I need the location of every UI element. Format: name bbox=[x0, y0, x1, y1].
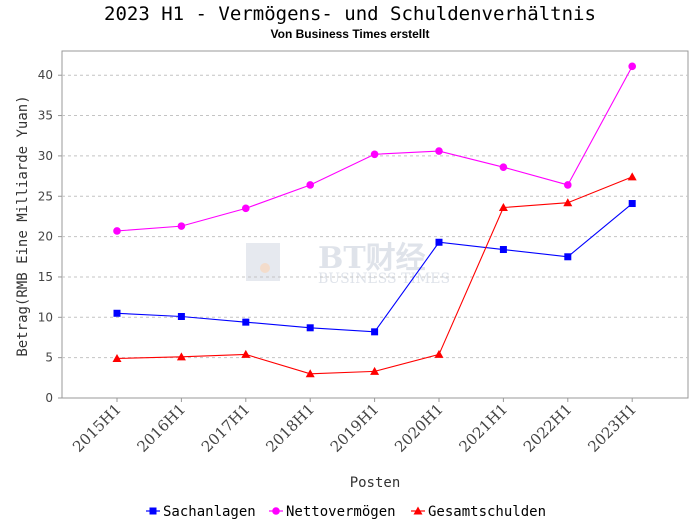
data-point-circle bbox=[113, 227, 121, 235]
data-point-triangle bbox=[498, 203, 508, 212]
x-axis-label: Posten bbox=[350, 475, 401, 491]
data-point-square bbox=[435, 238, 443, 246]
legend: Sachanlagen Nettovermögen Gesamtschulden bbox=[146, 504, 546, 520]
legend-label: Sachanlagen bbox=[163, 504, 256, 520]
watermark-logo-text: BT财经 bbox=[318, 241, 426, 276]
legend-item: Sachanlagen bbox=[146, 504, 256, 520]
y-axis-ticks: 0 5 10 15 20 25 30 35 40 bbox=[38, 68, 62, 405]
legend-item: Nettovermögen bbox=[269, 504, 396, 520]
legend-circle-icon bbox=[272, 507, 280, 515]
x-tick-label: 2019H1 bbox=[327, 400, 383, 456]
x-tick-label: 2023H1 bbox=[584, 400, 640, 456]
data-point-square bbox=[371, 328, 379, 336]
chart-subtitle: Von Business Times erstellt bbox=[271, 27, 430, 41]
data-point-square bbox=[499, 246, 507, 254]
data-point-triangle bbox=[370, 366, 380, 375]
data-point-square bbox=[564, 253, 572, 261]
y-tick-label: 10 bbox=[38, 310, 53, 324]
x-tick-label: 2018H1 bbox=[262, 400, 318, 456]
data-point-square bbox=[113, 309, 121, 317]
data-point-triangle bbox=[241, 349, 251, 358]
data-point-square bbox=[628, 200, 636, 208]
series-sachanlagen bbox=[113, 200, 636, 336]
data-point-circle bbox=[242, 204, 250, 213]
data-point-triangle bbox=[305, 369, 315, 378]
x-tick-label: 2022H1 bbox=[520, 400, 576, 456]
data-point-triangle bbox=[563, 198, 573, 207]
data-point-square bbox=[177, 312, 185, 320]
x-tick-label: 2016H1 bbox=[133, 400, 189, 456]
data-point-square bbox=[242, 318, 250, 326]
legend-label: Gesamtschulden bbox=[428, 504, 546, 520]
watermark: BT财经 BUSINESS TIMES bbox=[246, 241, 450, 287]
data-point-square bbox=[306, 324, 314, 332]
y-tick-label: 0 bbox=[45, 391, 53, 405]
y-tick-label: 40 bbox=[38, 68, 53, 82]
data-point-triangle bbox=[434, 349, 444, 358]
watermark-logo-icon bbox=[246, 243, 280, 281]
data-point-circle bbox=[370, 150, 379, 159]
x-tick-label: 2021H1 bbox=[455, 400, 511, 456]
series-nettovermögen bbox=[113, 62, 636, 235]
watermark-logo-dot bbox=[260, 263, 270, 273]
legend-item: Gesamtschulden bbox=[411, 504, 546, 520]
data-point-circle bbox=[177, 222, 186, 230]
y-tick-label: 30 bbox=[38, 149, 53, 163]
y-tick-label: 35 bbox=[38, 109, 53, 123]
watermark-sub-text: BUSINESS TIMES bbox=[318, 271, 450, 287]
data-point-triangle bbox=[112, 353, 122, 362]
legend-triangle-icon bbox=[413, 506, 423, 515]
legend-label: Nettovermögen bbox=[286, 504, 396, 520]
x-tick-label: 2020H1 bbox=[391, 400, 447, 456]
y-axis-label: Betrag(RMB Eine Milliarde Yuan) bbox=[15, 95, 31, 356]
y-tick-label: 15 bbox=[38, 270, 53, 284]
plot-area bbox=[61, 50, 689, 399]
data-point-triangle bbox=[627, 172, 637, 181]
data-point-circle bbox=[306, 181, 315, 189]
x-tick-label: 2017H1 bbox=[198, 400, 254, 456]
legend-square-icon bbox=[149, 507, 157, 515]
y-tick-label: 25 bbox=[38, 189, 53, 203]
data-point-circle bbox=[435, 147, 443, 155]
x-axis-ticks: 2015H1 2016H1 2017H1 2018H1 2019H1 2020H1 2021… bbox=[69, 398, 640, 456]
y-tick-label: 5 bbox=[45, 351, 53, 365]
data-point-circle bbox=[628, 62, 636, 71]
data-point-circle bbox=[564, 181, 572, 189]
series-gesamtschulden bbox=[112, 172, 637, 378]
y-tick-label: 20 bbox=[38, 230, 53, 244]
data-point-triangle bbox=[176, 352, 186, 361]
data-point-circle bbox=[499, 163, 508, 172]
x-tick-label: 2015H1 bbox=[69, 400, 125, 456]
chart-title: 2023 H1 - Vermögens- und Schuldenverhält… bbox=[104, 3, 596, 25]
series-layer bbox=[112, 62, 637, 378]
